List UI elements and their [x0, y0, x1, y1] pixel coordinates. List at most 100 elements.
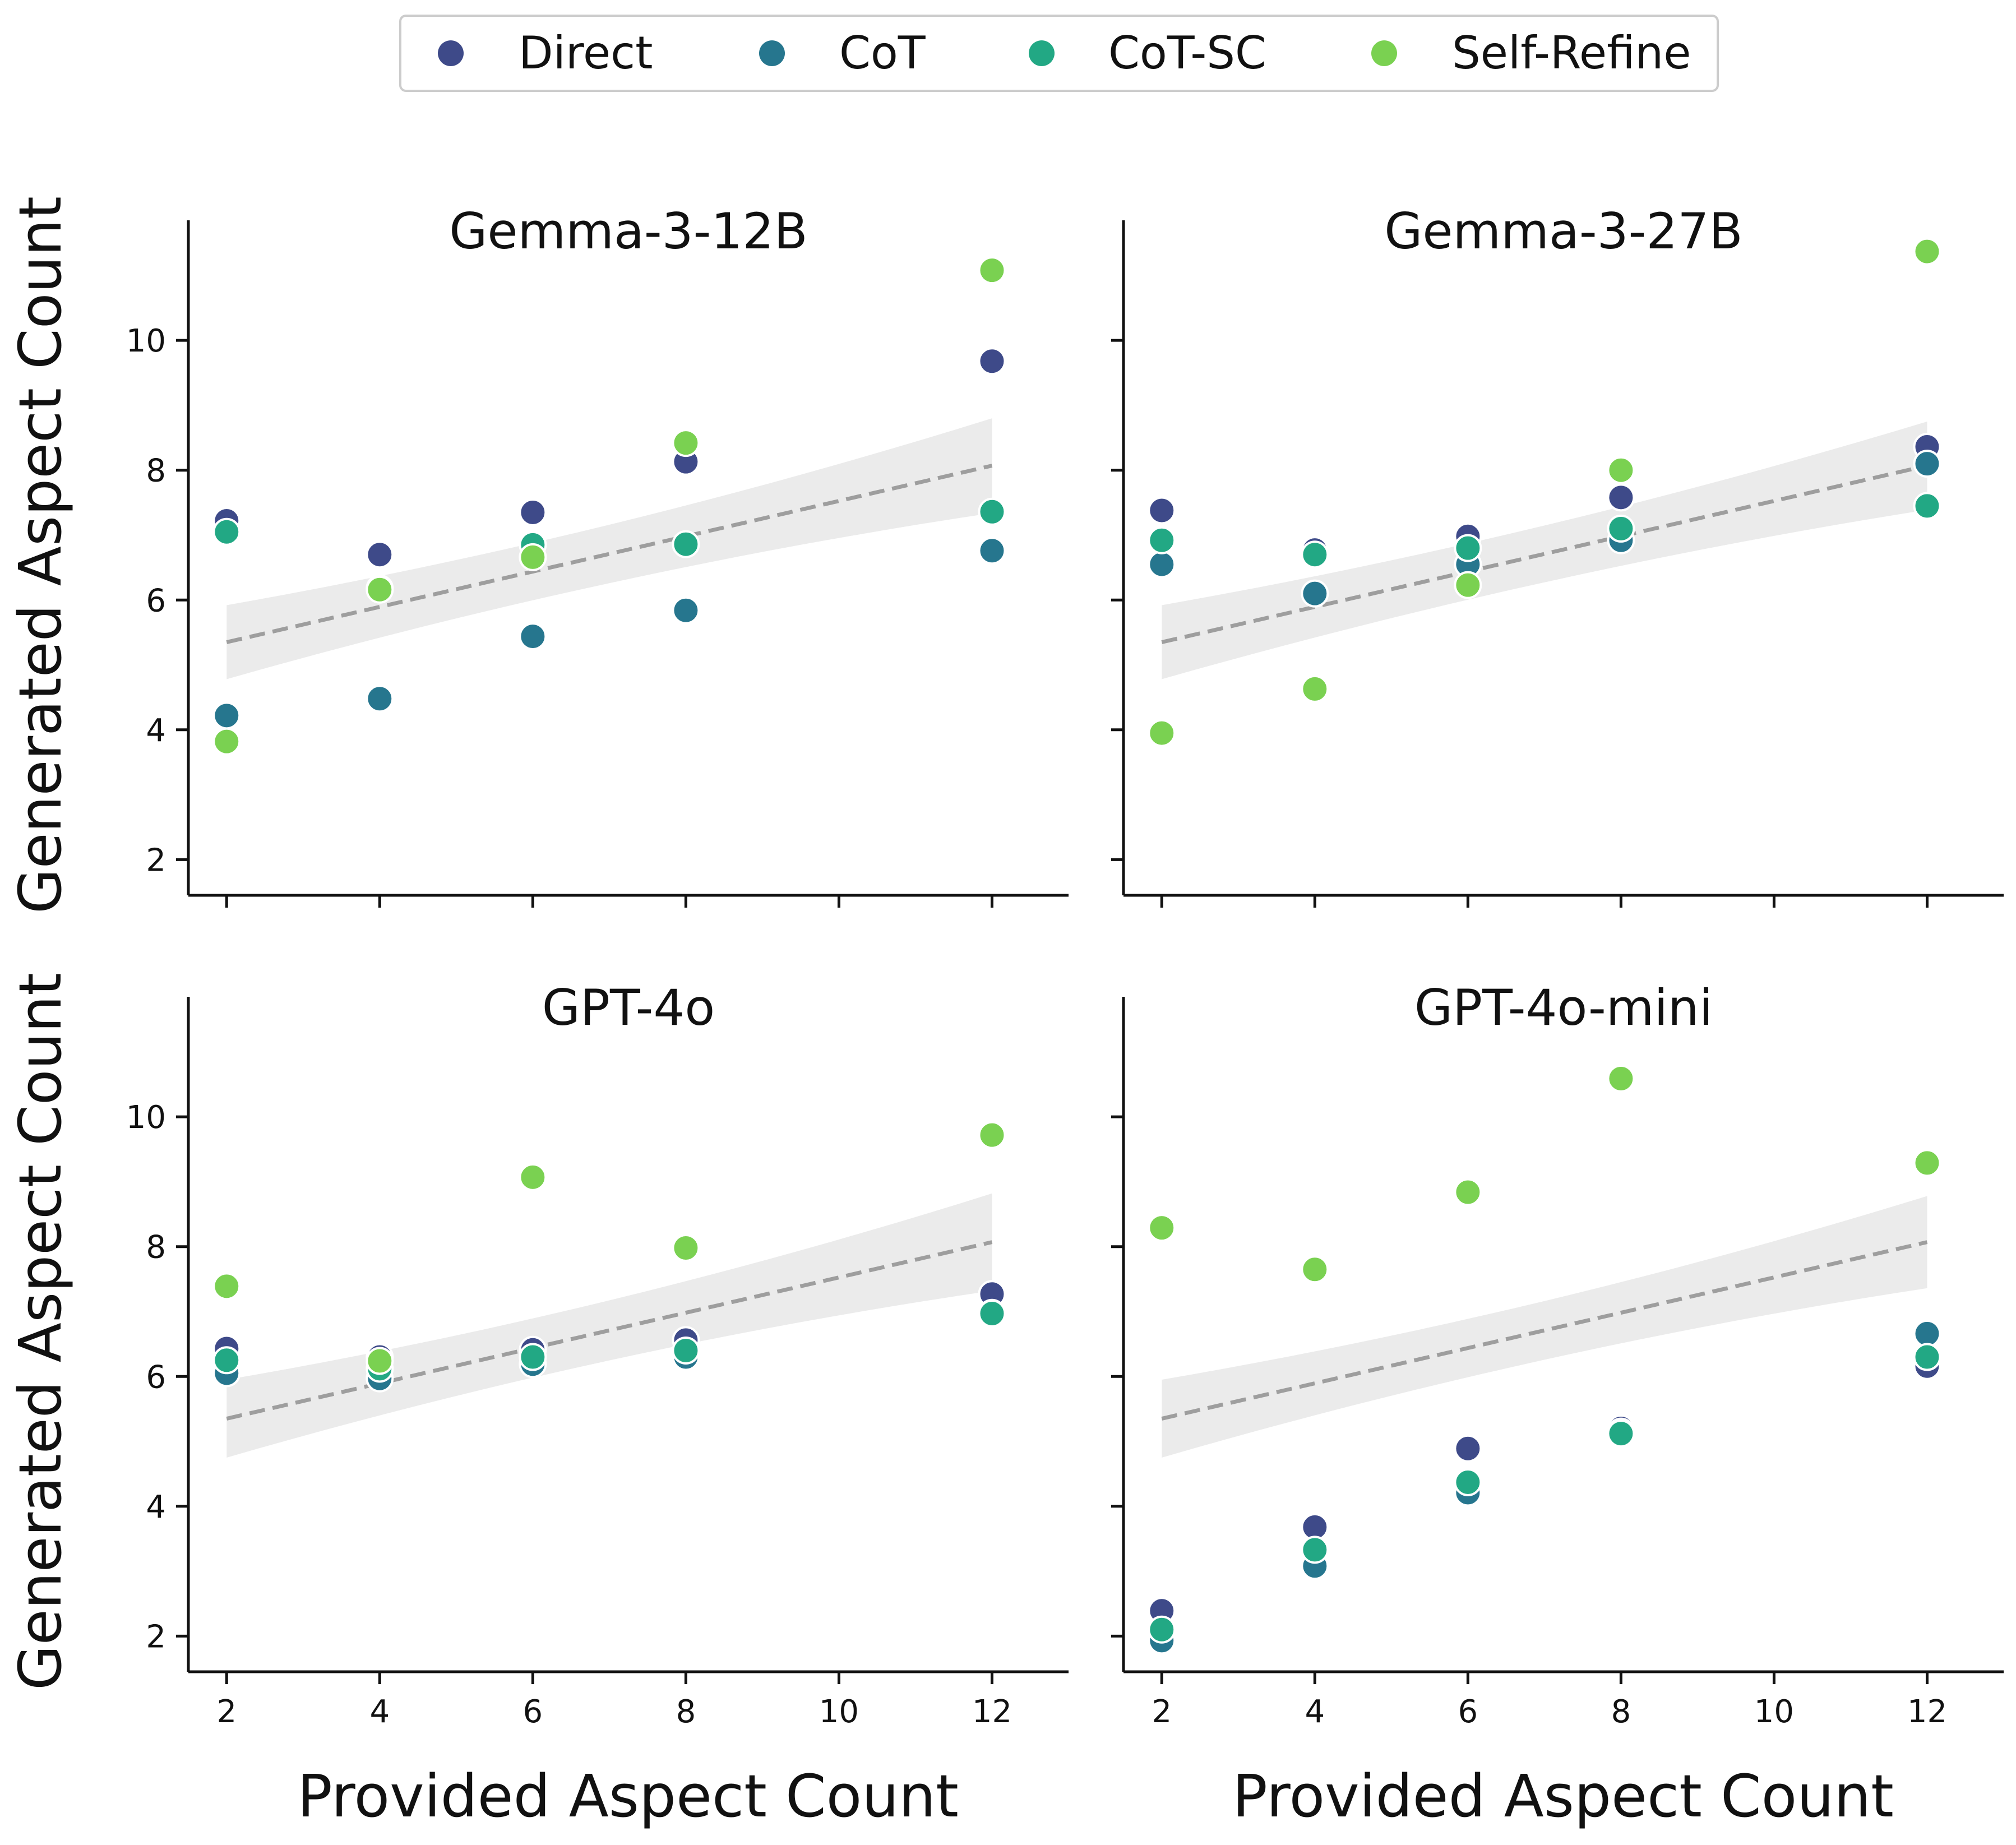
point-self-refine — [212, 727, 241, 756]
trend-line — [226, 1240, 993, 1421]
y-tick-label: 10 — [126, 1099, 166, 1136]
legend-label-direct: Direct — [519, 27, 653, 79]
y-axis-label-top: Generated Aspect Count — [6, 196, 75, 914]
point-cot-sc — [1148, 1615, 1176, 1644]
point-self-refine — [1301, 1255, 1329, 1284]
point-direct — [366, 540, 394, 569]
point-self-refine — [1607, 456, 1635, 484]
point-direct — [519, 498, 547, 526]
legend: Direct CoT CoT-SC Self-Refine — [399, 15, 1719, 92]
legend-label-self-refine: Self-Refine — [1452, 27, 1691, 79]
point-cot-sc — [212, 517, 241, 546]
legend-marker-cot — [759, 40, 785, 66]
point-self-refine — [366, 575, 394, 604]
point-cot — [1148, 550, 1176, 579]
point-self-refine — [1148, 719, 1176, 747]
y-tick-label: 2 — [146, 1619, 166, 1655]
point-cot-sc — [1607, 514, 1635, 543]
point-cot-sc — [1454, 1468, 1482, 1496]
point-self-refine — [672, 1234, 700, 1263]
trend-line — [226, 464, 993, 644]
point-self-refine — [519, 543, 547, 571]
point-self-refine — [672, 429, 700, 457]
point-cot-sc — [672, 1336, 700, 1365]
point-self-refine — [1913, 237, 1941, 266]
panel-gemma-3-12b: 2 4 6 8 10 Gemma-3-12B — [126, 202, 1069, 908]
point-cot-sc — [519, 1343, 547, 1371]
x-tick-label: 8 — [676, 1694, 696, 1730]
trend-line — [1161, 1240, 1928, 1421]
y-tick-label: 2 — [146, 842, 166, 878]
point-self-refine — [366, 1347, 394, 1375]
x-axis-label-right: Provided Aspect Count — [1232, 1762, 1894, 1830]
y-tick-label: 8 — [146, 1229, 166, 1266]
legend-frame — [399, 15, 1719, 92]
point-cot-sc — [1301, 1536, 1329, 1564]
point-cot-sc — [1454, 534, 1482, 562]
point-self-refine — [519, 1163, 547, 1191]
x-tick-label: 6 — [1458, 1694, 1478, 1730]
point-self-refine — [1301, 674, 1329, 703]
confidence-band — [1162, 421, 1927, 679]
panel-gpt-4o: 2 4 6 8 10 12 2 4 6 8 10 GPT-4o — [126, 979, 1069, 1730]
point-self-refine — [1454, 1178, 1482, 1206]
point-cot — [1913, 1319, 1941, 1348]
point-cot-sc — [672, 530, 700, 558]
point-cot-sc — [212, 1346, 241, 1375]
point-cot-sc — [978, 497, 1006, 526]
point-self-refine — [1913, 1149, 1941, 1177]
point-cot-sc — [1913, 492, 1941, 520]
point-cot-sc — [1148, 526, 1176, 554]
point-cot — [212, 701, 241, 730]
panel-title: Gemma-3-27B — [1384, 202, 1743, 260]
panel-gpt-4o-mini: 2 4 6 8 10 12 GPT-4o-mini — [1111, 979, 2004, 1730]
point-cot — [1913, 450, 1941, 478]
y-tick-label: 10 — [126, 323, 166, 359]
point-cot — [366, 685, 394, 713]
y-tick-label: 6 — [146, 582, 166, 619]
point-direct — [978, 347, 1006, 376]
x-tick-label: 12 — [1907, 1694, 1947, 1730]
point-self-refine — [212, 1272, 241, 1301]
panel-title: GPT-4o — [542, 979, 715, 1037]
point-cot-sc — [1913, 1343, 1941, 1371]
legend-marker-cot-sc — [1029, 40, 1055, 66]
x-tick-label: 10 — [819, 1694, 859, 1730]
point-cot-sc — [1301, 540, 1329, 569]
point-self-refine — [978, 1121, 1006, 1149]
y-tick-label: 4 — [146, 1489, 166, 1525]
y-tick-label: 4 — [146, 713, 166, 749]
x-tick-label: 10 — [1754, 1694, 1794, 1730]
x-tick-label: 4 — [369, 1694, 390, 1730]
x-axis-label-left: Provided Aspect Count — [297, 1762, 959, 1830]
panel-title: GPT-4o-mini — [1414, 979, 1713, 1037]
legend-marker-self-refine — [1371, 40, 1397, 66]
point-direct — [1607, 483, 1635, 512]
x-tick-label: 6 — [523, 1694, 543, 1730]
x-tick-label: 2 — [1152, 1694, 1172, 1730]
y-axis-label-bottom: Generated Aspect Count — [6, 973, 75, 1690]
point-cot — [519, 622, 547, 651]
trend-line — [1161, 464, 1928, 644]
point-cot — [978, 537, 1006, 565]
point-cot-sc — [978, 1299, 1006, 1328]
point-self-refine — [978, 256, 1006, 285]
x-tick-label: 2 — [216, 1694, 237, 1730]
legend-marker-direct — [438, 40, 464, 66]
confidence-band — [1162, 1196, 1927, 1458]
point-self-refine — [1607, 1064, 1635, 1093]
legend-label-cot: CoT — [839, 27, 926, 79]
point-direct — [1454, 1434, 1482, 1463]
x-tick-label: 4 — [1305, 1694, 1325, 1730]
panel-gemma-3-27b: Gemma-3-27B — [1111, 202, 2004, 908]
x-tick-label: 12 — [972, 1694, 1012, 1730]
x-tick-label: 8 — [1611, 1694, 1631, 1730]
point-self-refine — [1148, 1214, 1176, 1242]
confidence-band — [226, 418, 992, 679]
point-cot — [672, 596, 700, 625]
confidence-band — [226, 1193, 992, 1458]
point-self-refine — [1454, 571, 1482, 599]
panel-title: Gemma-3-12B — [449, 202, 808, 260]
point-cot-sc — [1607, 1419, 1635, 1448]
